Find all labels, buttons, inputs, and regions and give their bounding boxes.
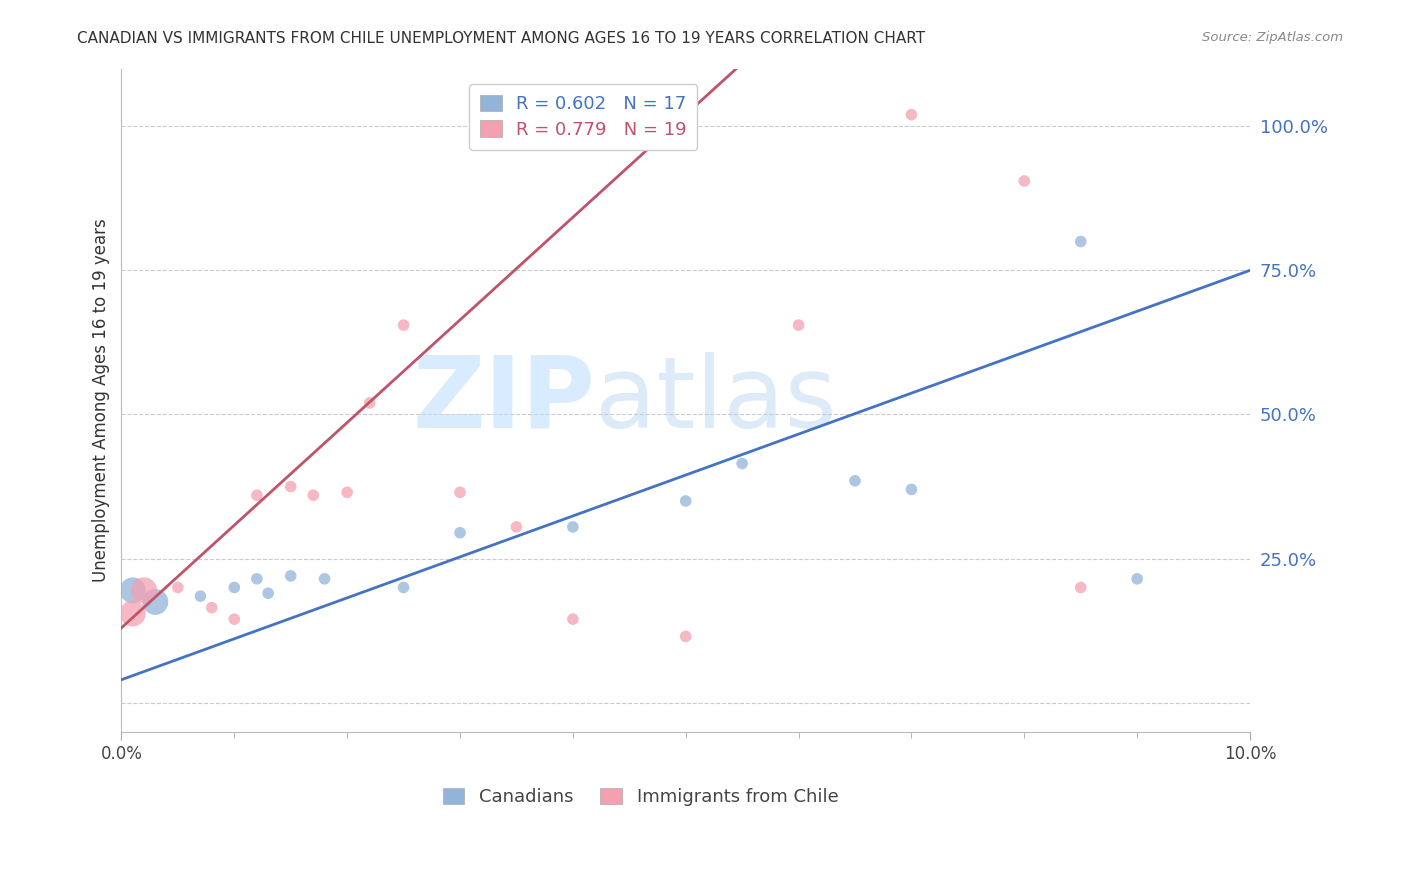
Point <box>900 108 922 122</box>
Point <box>302 488 325 502</box>
Point <box>224 612 246 626</box>
Point <box>314 572 336 586</box>
Point <box>449 525 471 540</box>
Point <box>1126 572 1149 586</box>
Text: ZIP: ZIP <box>412 351 595 449</box>
Point <box>900 483 922 497</box>
Point <box>787 318 810 332</box>
Point <box>505 520 527 534</box>
Point <box>449 485 471 500</box>
Point <box>359 396 381 410</box>
Point <box>143 595 166 609</box>
Text: Source: ZipAtlas.com: Source: ZipAtlas.com <box>1202 31 1343 45</box>
Y-axis label: Unemployment Among Ages 16 to 19 years: Unemployment Among Ages 16 to 19 years <box>93 219 110 582</box>
Point <box>121 583 143 598</box>
Text: atlas: atlas <box>595 351 837 449</box>
Text: CANADIAN VS IMMIGRANTS FROM CHILE UNEMPLOYMENT AMONG AGES 16 TO 19 YEARS CORRELA: CANADIAN VS IMMIGRANTS FROM CHILE UNEMPL… <box>77 31 925 46</box>
Point <box>201 600 224 615</box>
Point <box>675 630 697 644</box>
Point <box>257 586 280 600</box>
Point <box>392 581 415 595</box>
Point <box>167 581 190 595</box>
Point <box>280 569 302 583</box>
Point <box>190 589 212 603</box>
Point <box>336 485 359 500</box>
Point <box>1070 581 1092 595</box>
Point <box>1014 174 1036 188</box>
Point <box>392 318 415 332</box>
Point <box>844 474 866 488</box>
Point <box>731 457 754 471</box>
Point <box>121 607 143 621</box>
Point <box>561 612 583 626</box>
Point <box>1070 235 1092 249</box>
Point <box>280 479 302 493</box>
Point <box>561 520 583 534</box>
Point <box>675 494 697 508</box>
Legend: Canadians, Immigrants from Chile: Canadians, Immigrants from Chile <box>436 780 845 814</box>
Point <box>246 572 269 586</box>
Point <box>132 583 155 598</box>
Point <box>224 581 246 595</box>
Point <box>246 488 269 502</box>
